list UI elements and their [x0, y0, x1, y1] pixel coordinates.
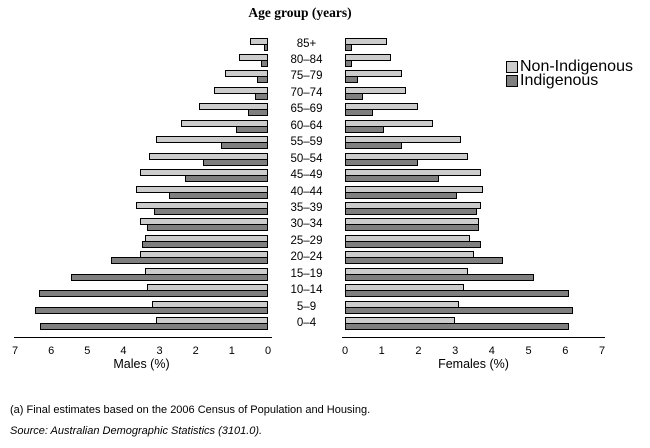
female-axis-line [342, 337, 605, 338]
bar-female-indigenous [345, 273, 535, 281]
footnote: (a) Final estimates based on the 2006 Ce… [10, 404, 371, 416]
age-group-label: 25–29 [290, 234, 323, 247]
bar-male-indigenous [168, 191, 268, 199]
axis-tick-label: 2 [192, 345, 199, 357]
age-group-label: 0–4 [296, 317, 317, 330]
bar-female-indigenous [345, 191, 457, 199]
axis-tick-label: 5 [525, 345, 532, 357]
bar-female-indigenous [345, 306, 573, 314]
bar-female-indigenous [345, 142, 402, 150]
axis-tick-label: 0 [341, 345, 349, 357]
bar-male-indigenous [110, 257, 268, 265]
axis-tick-label: 3 [452, 345, 459, 357]
bar-male-indigenous [34, 306, 268, 314]
bar-female-indigenous [345, 92, 364, 100]
age-group-label: 20–24 [290, 251, 323, 264]
bar-female-non-indigenous [345, 119, 434, 127]
axis-tick-label: 7 [11, 345, 19, 357]
age-group-label: 10–14 [290, 284, 323, 297]
bar-male-indigenous [248, 109, 268, 117]
age-group-label: 40–44 [290, 185, 323, 198]
bar-male-indigenous [202, 158, 268, 166]
bar-male-non-indigenous [249, 37, 268, 45]
axis-tick-label: 1 [228, 345, 235, 357]
legend-item-indigenous: Indigenous [506, 72, 633, 89]
non-indigenous-swatch-icon [506, 61, 518, 73]
bar-female-indigenous [345, 43, 353, 51]
age-group-label: 5–9 [296, 300, 317, 313]
legend-item-non-indigenous: Non-Indigenous [506, 58, 633, 75]
bar-male-non-indigenous [213, 86, 268, 94]
bar-male-indigenous [141, 240, 268, 248]
bar-female-indigenous [345, 109, 373, 117]
bar-female-indigenous [345, 175, 439, 183]
bar-male-non-indigenous [181, 119, 268, 127]
bar-male-indigenous [40, 323, 268, 331]
axis-tick-label: 4 [488, 345, 495, 357]
age-group-label: 70–74 [290, 86, 323, 99]
bar-male-indigenous [260, 59, 268, 67]
indigenous-swatch-icon [506, 75, 518, 87]
axis-tick-label: 4 [120, 345, 127, 357]
bar-female-non-indigenous [345, 70, 402, 78]
bar-male-non-indigenous [199, 103, 268, 111]
bar-female-indigenous [345, 257, 503, 265]
bar-female-indigenous [345, 240, 481, 248]
bar-female-non-indigenous [345, 37, 388, 45]
age-group-label: 15–19 [290, 267, 323, 280]
bar-male-indigenous [235, 125, 268, 133]
legend-label: Non-Indigenous [520, 58, 633, 75]
age-group-label: 30–34 [290, 218, 323, 231]
age-group-label: 55–59 [290, 136, 323, 149]
axis-tick-label: 2 [415, 345, 422, 357]
age-group-label: 80–84 [290, 53, 323, 66]
axis-tick-label: 3 [156, 345, 163, 357]
bar-male-indigenous [264, 43, 268, 51]
bar-male-indigenous [154, 208, 268, 215]
bar-female-non-indigenous [345, 136, 461, 144]
bar-male-indigenous [38, 290, 268, 298]
axis-tick-label: 6 [562, 345, 569, 357]
age-group-label: 65–69 [290, 103, 323, 116]
bar-male-indigenous [255, 92, 268, 100]
bar-female-indigenous [345, 59, 353, 67]
axis-tick-label: 1 [378, 345, 385, 357]
bar-female-indigenous [345, 158, 419, 166]
bar-female-indigenous [345, 76, 358, 84]
bar-female-indigenous [345, 290, 569, 298]
bar-female-indigenous [345, 208, 478, 215]
age-group-label: 50–54 [290, 152, 323, 165]
bar-male-indigenous [71, 273, 268, 281]
bar-male-non-indigenous [224, 70, 268, 78]
bar-male-non-indigenous [239, 53, 268, 61]
bar-female-non-indigenous [345, 103, 419, 111]
bar-female-indigenous [345, 323, 569, 331]
bar-male-indigenous [257, 76, 268, 84]
axis-tick-label: 5 [84, 345, 91, 357]
legend: Non-Indigenous Indigenous [506, 58, 633, 89]
bar-female-indigenous [345, 224, 479, 232]
age-group-label: 60–64 [290, 119, 323, 132]
bar-female-non-indigenous [345, 53, 391, 61]
male-axis-label: Males (%) [113, 357, 170, 371]
age-group-label: 85+ [296, 37, 317, 50]
male-axis-line [14, 337, 272, 338]
axis-tick-label: 7 [598, 345, 606, 357]
bar-male-indigenous [221, 142, 268, 150]
age-group-label: 35–39 [290, 202, 323, 214]
bar-male-indigenous [184, 175, 268, 183]
axis-tick-label: 6 [48, 345, 55, 357]
bar-male-non-indigenous [156, 136, 268, 144]
chart-title: Age group (years) [248, 5, 352, 20]
axis-tick-label: 0 [264, 345, 272, 357]
age-group-label: 45–49 [290, 169, 323, 182]
bar-female-indigenous [345, 125, 384, 133]
bar-male-indigenous [146, 224, 268, 232]
age-group-label: 75–79 [290, 70, 323, 83]
bar-female-non-indigenous [345, 86, 406, 94]
female-axis-label: Females (%) [438, 357, 509, 371]
source-note: Source: Australian Demographic Statistic… [10, 425, 263, 437]
legend-label: Indigenous [520, 72, 599, 89]
